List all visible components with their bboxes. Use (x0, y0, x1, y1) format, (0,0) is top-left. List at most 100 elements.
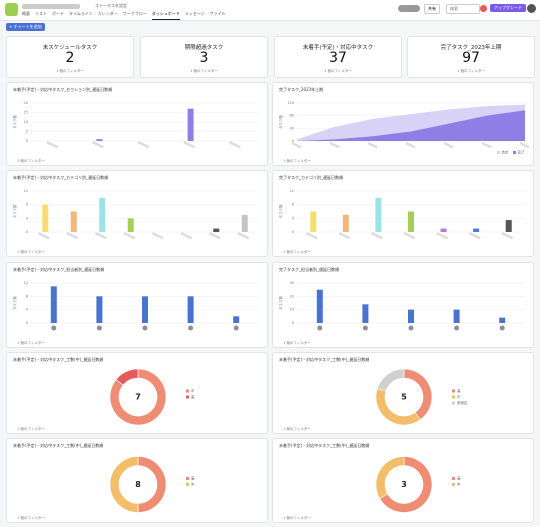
chart-filter: 1 個のフィルター (283, 515, 311, 520)
bar (187, 108, 194, 141)
date-label-blur (329, 141, 340, 149)
category-label-blur (37, 232, 50, 240)
category-label-blur (137, 141, 150, 149)
bar (505, 220, 512, 232)
tab[interactable]: カレンダー (97, 11, 118, 16)
y-tick-label: 12 (290, 189, 294, 193)
chart-card: 未着手(予定)・対応中タスク_工数(中)_遅延日数順高中未設定 5 1 個のフィルタ… (272, 352, 534, 434)
project-icon (5, 3, 18, 16)
y-axis-label: タスク数 (278, 115, 283, 129)
tab[interactable]: ダッシュボード (151, 11, 180, 20)
donut-total: 3 (401, 480, 407, 489)
y-tick-label: 0 (292, 139, 294, 143)
category-label-blur (501, 232, 514, 240)
chart: 未着手(予定)・対応中タスク_担当者別_遅延日数順 0 4 8 12 タスク数 1 個のフィ… (12, 266, 259, 345)
status-button[interactable]: ステータスを設定 (95, 3, 127, 8)
donut-segment (115, 368, 139, 386)
category-label-blur (180, 232, 193, 240)
category-label-blur (305, 232, 318, 240)
assignee-avatar (454, 325, 460, 331)
kpi-value: 3 (199, 50, 209, 66)
project-name (22, 4, 80, 9)
category-label-blur (371, 232, 383, 240)
tab[interactable]: タイムライン (69, 11, 93, 16)
legend-swatch (186, 395, 189, 399)
date-label-blur (481, 141, 492, 149)
share-button[interactable]: 共有 (424, 4, 440, 14)
assignee-avatar (96, 325, 102, 331)
chart: 未着手(予定)・対応中タスク_セクション別_遅延日数順 0 5 10 15 20 タスク数 1… (12, 86, 259, 163)
assignee-avatar (188, 325, 194, 331)
bar (342, 214, 349, 232)
donut-segment (376, 368, 405, 392)
category-label-blur (46, 141, 59, 149)
bar (408, 309, 414, 323)
kpi-filter: 1 個のフィルター (457, 69, 485, 73)
y-tick-label: 0 (292, 321, 294, 325)
search-box[interactable]: 検索 (446, 4, 480, 14)
category-label-blur (436, 232, 449, 240)
y-tick-label: 0 (26, 321, 28, 325)
y-tick-label: 0 (26, 230, 28, 234)
bar (408, 211, 414, 232)
chart-card: 未着手(予定)・対応中タスク_カテゴリ別_遅延日数順 0 4 8 12 タスク数 1 個のフ… (6, 170, 268, 257)
chart-title: 未着手(予定)・対応中タスク_工数(中)_遅延日数順 (279, 442, 369, 448)
legend-swatch (186, 389, 189, 393)
category-label-blur (151, 232, 164, 240)
tab[interactable]: ワークフロー (122, 11, 147, 16)
legend-label: 高 (191, 476, 195, 481)
y-tick-label: 0 (26, 139, 28, 143)
chart-filter: 1 個のフィルター (283, 340, 311, 345)
category-label-blur (228, 141, 241, 149)
category-label-blur (338, 232, 351, 240)
legend-swatch (513, 151, 516, 154)
legend-label: 合計 (502, 150, 510, 155)
tab[interactable]: メッセージ (184, 11, 205, 16)
area (297, 110, 525, 141)
kpi-value: 37 (329, 50, 347, 66)
upgrade-button[interactable]: アップグレード (490, 4, 526, 12)
chart-filter: 1 個のフィルター (17, 158, 45, 163)
y-tick-label: 8 (26, 203, 28, 207)
bar (127, 218, 134, 232)
kpi-title: 未着手(予定)・対応中タスク (302, 45, 374, 51)
tab[interactable]: リスト (35, 11, 47, 16)
bar (213, 228, 220, 232)
chart-title: 完了タスク_2023年上期 (279, 86, 323, 92)
bar (187, 296, 194, 323)
y-axis-label: タスク数 (12, 204, 17, 218)
bar (99, 197, 106, 232)
category-label-blur (183, 141, 196, 149)
date-label-blur (291, 141, 302, 149)
user-avatar[interactable] (527, 4, 536, 13)
y-tick-label: 10 (290, 308, 294, 312)
add-chart-button[interactable]: + チャートを追加 (6, 23, 45, 31)
category-label-blur (237, 232, 250, 240)
donut-segment (375, 456, 405, 499)
tab[interactable]: ボード (52, 11, 64, 16)
chart-title: 未着手(予定)・対応中タスク_カテゴリ別_遅延日数順 (13, 174, 108, 180)
legend-label: 高 (457, 388, 461, 393)
chart-filter: 1 個のフィルター (17, 426, 45, 431)
kpi-value: 97 (462, 50, 480, 66)
legend-label: 未設定 (457, 400, 468, 405)
tab[interactable]: 概要 (22, 11, 30, 16)
bar (50, 286, 57, 323)
notification[interactable] (480, 5, 487, 12)
legend-swatch (497, 151, 500, 154)
donut-segment (109, 456, 139, 513)
y-tick-label: 40 (290, 126, 294, 130)
bar (233, 316, 240, 323)
donut-segment (379, 456, 433, 513)
y-tick-label: 0 (292, 230, 294, 234)
assignee-avatar (362, 325, 368, 331)
category-label-blur (123, 232, 136, 240)
donut-segment (137, 456, 167, 513)
chart-title: 未着手(予定)・対応中タスク_工数(中)_遅延日数順 (13, 356, 103, 362)
tab[interactable]: ファイル (209, 11, 226, 16)
chart-card: 完了タスク_カテゴリ別_遅延日数順 0 4 8 12 タスク数 1 個のフィルター (272, 170, 534, 257)
y-axis-label: タスク数 (12, 115, 17, 129)
